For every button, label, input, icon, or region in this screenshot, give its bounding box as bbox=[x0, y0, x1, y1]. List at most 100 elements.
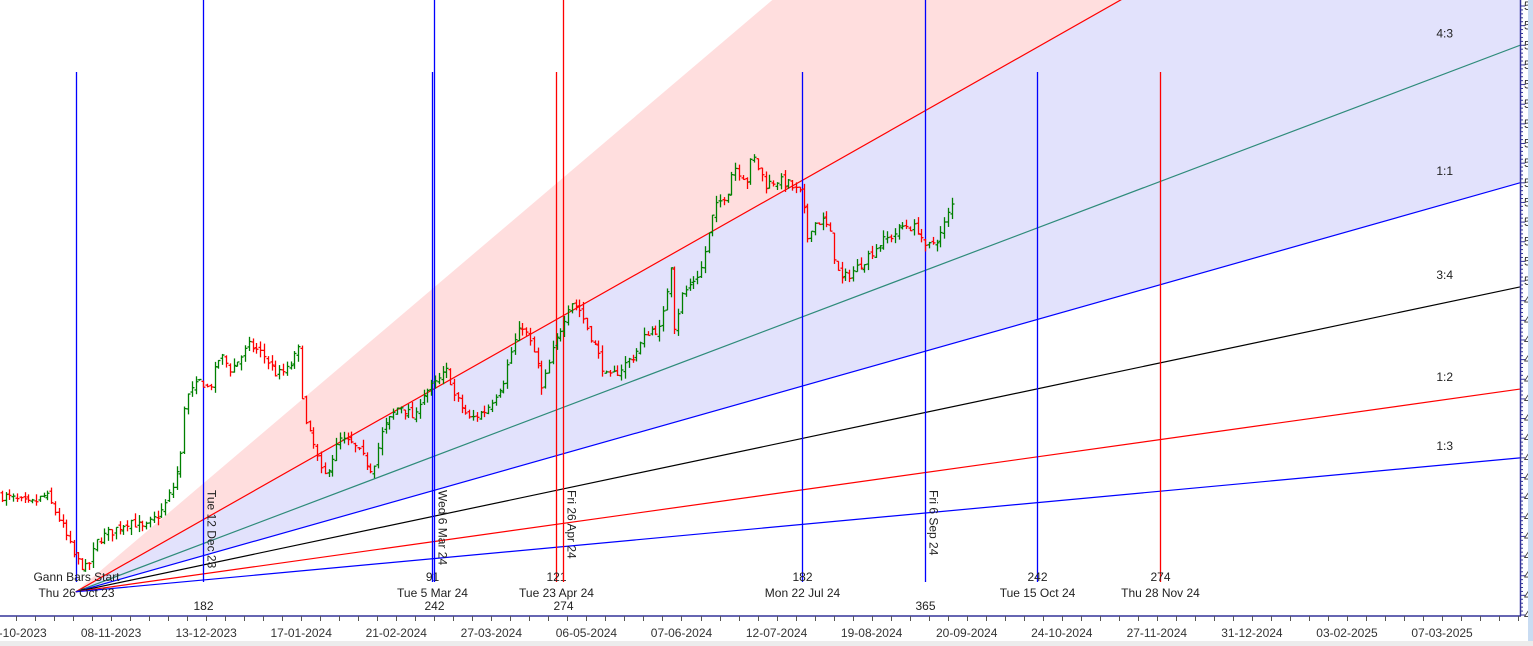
date-tick-label: 24-10-2024 bbox=[1031, 626, 1093, 640]
ohlc-bar bbox=[771, 180, 776, 187]
ohlc-bar bbox=[475, 412, 480, 422]
ohlc-bar bbox=[64, 519, 69, 541]
ohlc-bar bbox=[710, 214, 715, 237]
ohlc-bar bbox=[726, 193, 731, 203]
date-axis[interactable]: 04-10-2023 08-11-2023 13-12-2023 17-01-2024… bbox=[0, 615, 1521, 640]
ohlc-bar bbox=[517, 321, 522, 342]
ohlc-bar bbox=[357, 447, 362, 451]
ohlc-bar bbox=[254, 342, 259, 354]
ohlc-bar bbox=[919, 228, 924, 243]
ohlc-bar bbox=[756, 158, 761, 171]
ohlc-bar bbox=[946, 207, 951, 227]
fan-line-3-4[interactable] bbox=[75, 286, 1520, 593]
ohlc-bar bbox=[505, 359, 510, 389]
ohlc-bar bbox=[486, 404, 491, 415]
ohlc-bar bbox=[741, 175, 746, 181]
ohlc-bar bbox=[34, 494, 39, 506]
ohlc-bar bbox=[832, 232, 837, 264]
ohlc-bar bbox=[61, 514, 66, 528]
ohlc-bar bbox=[334, 437, 339, 462]
ohlc-bar bbox=[258, 341, 263, 358]
ohlc-bar bbox=[836, 260, 841, 272]
ohlc-bar bbox=[881, 230, 886, 250]
cycle-date-label: Fri 26 Apr 24 bbox=[565, 490, 579, 559]
ohlc-bar bbox=[266, 356, 271, 370]
date-tick-label: 21-02-2024 bbox=[366, 626, 428, 640]
ohlc-bar bbox=[197, 378, 202, 381]
ohlc-bar bbox=[376, 442, 381, 469]
ohlc-bar bbox=[289, 361, 294, 370]
cycle-date-label: Wed 6 Mar 24 bbox=[436, 490, 450, 565]
ohlc-bar bbox=[300, 345, 305, 400]
ohlc-bar bbox=[102, 528, 107, 545]
ohlc-bar bbox=[562, 316, 567, 338]
fan-line-1-2[interactable] bbox=[75, 388, 1520, 593]
ohlc-bar bbox=[23, 492, 28, 504]
ohlc-bar bbox=[399, 406, 404, 414]
ohlc-bar bbox=[323, 462, 328, 475]
ohlc-bar bbox=[7, 489, 12, 500]
ohlc-bar bbox=[387, 416, 392, 430]
ohlc-bar bbox=[821, 212, 826, 231]
gann-fan-lines: 4:3 1:1 3:4 1:2 1:3 bbox=[75, 0, 1520, 593]
ohlc-bar bbox=[190, 381, 195, 397]
ohlc-bar bbox=[380, 427, 385, 456]
date-tick-label: 27-11-2024 bbox=[1127, 626, 1188, 640]
ohlc-bar bbox=[262, 343, 267, 364]
ohlc-bar bbox=[802, 183, 807, 214]
ohlc-bar bbox=[422, 389, 427, 405]
ohlc-bar bbox=[642, 327, 647, 348]
ohlc-bar bbox=[748, 158, 753, 185]
ohlc-bar bbox=[528, 327, 533, 346]
ohlc-bar bbox=[429, 379, 434, 396]
ohlc-bar bbox=[156, 510, 161, 526]
ohlc-bar bbox=[425, 388, 430, 403]
ohlc-bar bbox=[129, 519, 134, 536]
ohlc-bar bbox=[672, 266, 677, 335]
vertical-scrollbar[interactable] bbox=[1528, 0, 1533, 641]
cycle-date-label: Tue 15 Oct 24 bbox=[1000, 586, 1076, 600]
ohlc-bar bbox=[57, 507, 62, 522]
ohlc-bar bbox=[942, 217, 947, 239]
fan-line-1-1[interactable] bbox=[75, 182, 1520, 593]
ohlc-bar bbox=[657, 319, 662, 342]
ohlc-bar bbox=[167, 489, 172, 502]
ohlc-bar bbox=[68, 530, 73, 544]
ohlc-bar bbox=[182, 406, 187, 455]
cycle-count-label: 365 bbox=[915, 599, 935, 613]
ohlc-bar bbox=[95, 538, 100, 552]
ohlc-bar bbox=[695, 270, 700, 285]
ohlc-bar bbox=[885, 231, 890, 244]
ohlc-bar bbox=[292, 351, 297, 369]
ohlc-bar bbox=[912, 219, 917, 236]
ohlc-bar bbox=[308, 420, 313, 432]
fan-line-2-1[interactable] bbox=[75, 0, 1520, 593]
fan-label: 1:1 bbox=[1436, 164, 1453, 178]
ohlc-bar bbox=[448, 368, 453, 386]
cycle-count-label: 242 bbox=[424, 599, 444, 613]
ohlc-bar bbox=[840, 261, 845, 284]
ohlc-bar bbox=[239, 355, 244, 371]
ohlc-bar bbox=[851, 266, 856, 282]
ohlc-bar bbox=[235, 361, 240, 367]
ohlc-bar bbox=[232, 358, 237, 373]
ohlc-bar bbox=[437, 372, 442, 385]
ohlc-bar bbox=[76, 551, 81, 565]
ohlc-bar bbox=[91, 542, 96, 569]
ohlc-bars bbox=[0, 154, 955, 572]
ohlc-bar bbox=[619, 364, 624, 381]
ohlc-bar bbox=[570, 303, 575, 314]
fan-line-1-3[interactable] bbox=[75, 457, 1520, 593]
ohlc-bar bbox=[433, 375, 438, 389]
ohlc-bar bbox=[555, 333, 560, 350]
ohlc-bar bbox=[384, 417, 389, 434]
ohlc-bar bbox=[646, 331, 651, 337]
ohlc-bar bbox=[281, 363, 286, 376]
fan-line-4-3[interactable] bbox=[75, 44, 1520, 593]
ohlc-bar bbox=[805, 203, 810, 243]
ohlc-bar bbox=[513, 333, 518, 355]
cycle-count-label: 121 bbox=[546, 570, 566, 584]
horizontal-scrollbar[interactable] bbox=[0, 641, 1533, 646]
ohlc-bar bbox=[216, 359, 221, 369]
ohlc-bar bbox=[311, 427, 316, 449]
